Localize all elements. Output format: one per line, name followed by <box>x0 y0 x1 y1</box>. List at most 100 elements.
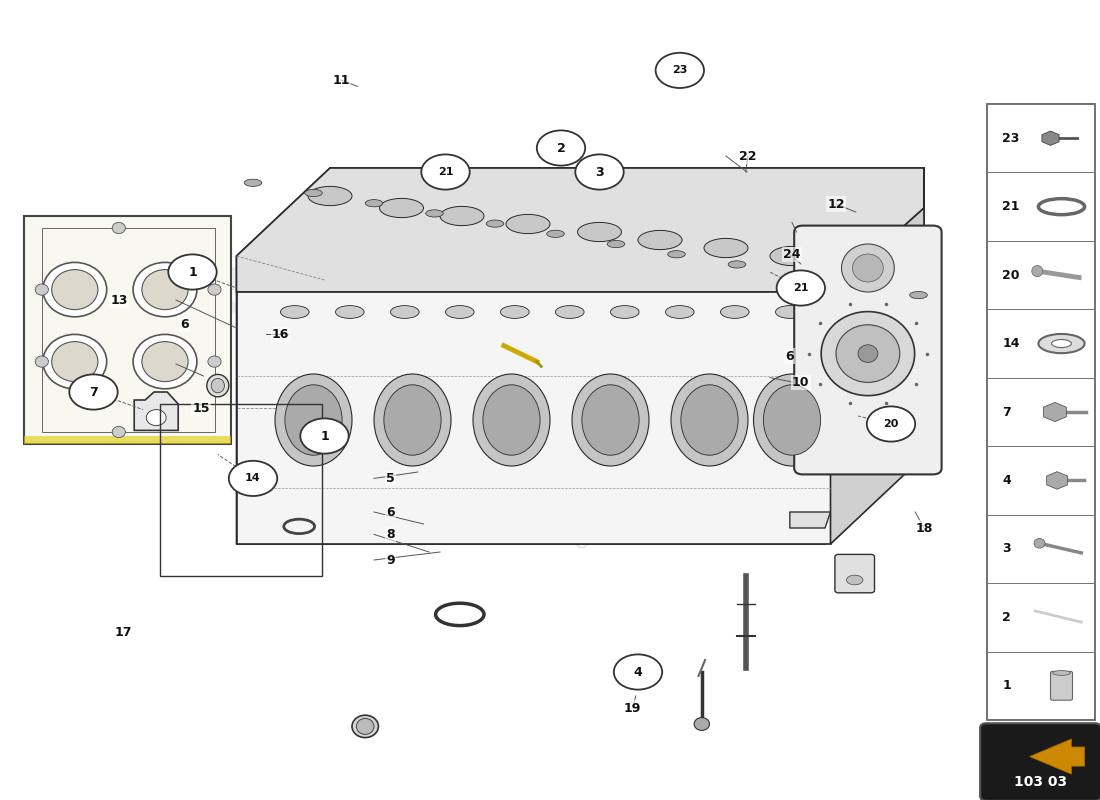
Text: 10: 10 <box>792 376 810 389</box>
Ellipse shape <box>858 345 878 362</box>
Text: 14: 14 <box>245 474 261 483</box>
Bar <box>987 583 1094 651</box>
Circle shape <box>537 130 585 166</box>
Polygon shape <box>236 292 830 544</box>
Ellipse shape <box>836 325 900 382</box>
Text: 6: 6 <box>180 318 189 330</box>
Ellipse shape <box>728 261 746 268</box>
Polygon shape <box>236 168 924 292</box>
Ellipse shape <box>446 306 474 318</box>
Ellipse shape <box>440 206 484 226</box>
Text: 14: 14 <box>1002 337 1020 350</box>
Ellipse shape <box>754 374 830 466</box>
Ellipse shape <box>720 306 749 318</box>
Ellipse shape <box>356 718 374 734</box>
Circle shape <box>867 406 915 442</box>
Bar <box>987 310 1094 378</box>
Text: 5: 5 <box>386 472 395 485</box>
Polygon shape <box>236 168 924 544</box>
Ellipse shape <box>142 342 188 382</box>
Bar <box>987 514 1094 583</box>
Ellipse shape <box>426 210 443 217</box>
Ellipse shape <box>849 282 867 289</box>
FancyBboxPatch shape <box>980 723 1100 800</box>
Text: 17: 17 <box>114 626 132 638</box>
Ellipse shape <box>1034 538 1045 548</box>
Ellipse shape <box>821 311 915 395</box>
Ellipse shape <box>52 270 98 310</box>
Ellipse shape <box>275 374 352 466</box>
Text: a passion for parts since 1985: a passion for parts since 1985 <box>287 438 593 554</box>
Circle shape <box>777 270 825 306</box>
Ellipse shape <box>207 374 229 397</box>
Ellipse shape <box>35 284 48 295</box>
Ellipse shape <box>1038 334 1085 353</box>
Text: 3: 3 <box>595 166 604 178</box>
Circle shape <box>69 374 118 410</box>
Ellipse shape <box>578 222 621 242</box>
Text: 13: 13 <box>110 294 128 306</box>
Ellipse shape <box>280 306 309 318</box>
Text: 23: 23 <box>672 66 688 75</box>
Ellipse shape <box>133 334 197 389</box>
FancyBboxPatch shape <box>835 554 874 593</box>
Ellipse shape <box>852 254 883 282</box>
Bar <box>987 104 1094 720</box>
Ellipse shape <box>285 385 342 455</box>
Ellipse shape <box>842 244 894 292</box>
Polygon shape <box>134 392 178 430</box>
Bar <box>987 446 1094 514</box>
Ellipse shape <box>35 356 48 367</box>
Ellipse shape <box>352 715 378 738</box>
Text: 19: 19 <box>624 702 641 714</box>
FancyBboxPatch shape <box>794 226 942 474</box>
Text: 7: 7 <box>1002 406 1011 418</box>
Ellipse shape <box>308 186 352 206</box>
Ellipse shape <box>211 378 224 393</box>
Ellipse shape <box>483 385 540 455</box>
Ellipse shape <box>694 718 710 730</box>
Ellipse shape <box>910 291 927 298</box>
Ellipse shape <box>638 230 682 250</box>
Text: 21: 21 <box>1002 200 1020 213</box>
Ellipse shape <box>390 306 419 318</box>
Ellipse shape <box>668 250 685 258</box>
Ellipse shape <box>43 262 107 317</box>
Ellipse shape <box>681 385 738 455</box>
Text: 15: 15 <box>192 402 210 414</box>
Polygon shape <box>830 168 924 544</box>
Text: 8: 8 <box>386 528 395 541</box>
Text: 21: 21 <box>438 167 453 177</box>
Text: 4: 4 <box>1002 474 1011 487</box>
Polygon shape <box>24 436 231 444</box>
Circle shape <box>575 154 624 190</box>
Text: 3: 3 <box>1002 542 1011 555</box>
Polygon shape <box>1030 739 1085 774</box>
Ellipse shape <box>666 306 694 318</box>
Circle shape <box>300 418 349 454</box>
Ellipse shape <box>208 356 221 367</box>
Polygon shape <box>24 216 231 444</box>
Text: 1: 1 <box>320 430 329 442</box>
Ellipse shape <box>384 385 441 455</box>
Ellipse shape <box>374 374 451 466</box>
Text: 23: 23 <box>1002 132 1020 145</box>
Text: 22: 22 <box>739 150 757 162</box>
Ellipse shape <box>1053 670 1070 675</box>
Text: 20: 20 <box>883 419 899 429</box>
Ellipse shape <box>506 214 550 234</box>
Ellipse shape <box>704 238 748 258</box>
Ellipse shape <box>208 284 221 295</box>
Text: 2: 2 <box>1002 611 1011 624</box>
Polygon shape <box>790 512 830 528</box>
Bar <box>987 241 1094 310</box>
Ellipse shape <box>1052 339 1071 347</box>
Text: 2: 2 <box>557 142 565 154</box>
FancyBboxPatch shape <box>1050 671 1072 700</box>
Ellipse shape <box>500 306 529 318</box>
Text: 6: 6 <box>785 350 794 362</box>
Text: 7: 7 <box>89 386 98 398</box>
Text: 6: 6 <box>386 506 395 518</box>
Ellipse shape <box>770 246 814 266</box>
Circle shape <box>421 154 470 190</box>
